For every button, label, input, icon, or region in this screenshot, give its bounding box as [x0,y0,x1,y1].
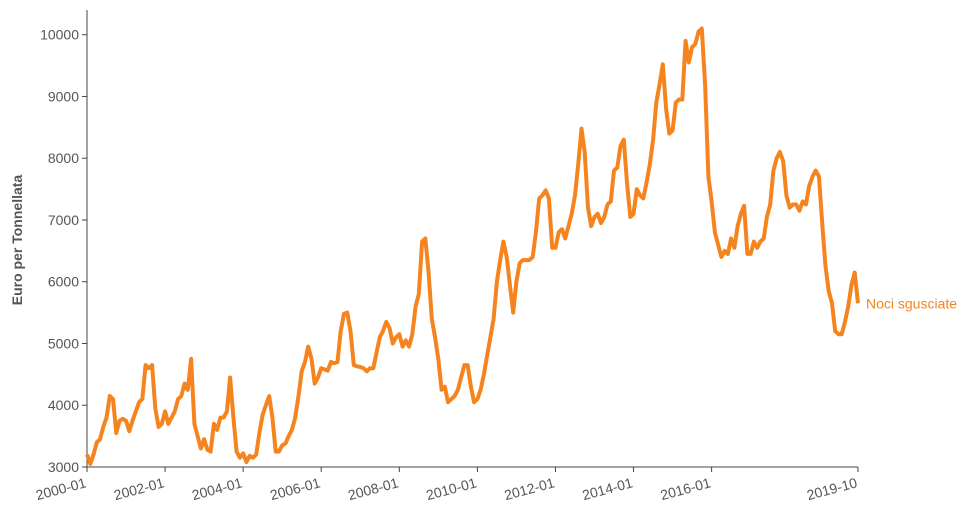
x-tick-label: 2006-01 [268,474,322,503]
x-tick-label: 2004-01 [190,474,244,503]
x-tick-label: 2008-01 [346,474,400,503]
x-tick-label: 2002-01 [112,474,166,503]
x-tick-label: 2000-01 [34,474,88,503]
y-tick-label: 7000 [48,212,79,228]
y-tick-label: 9000 [48,88,79,104]
line [85,26,860,466]
y-tick-label: 4000 [48,397,79,413]
y-tick-label: 10000 [40,27,79,43]
x-tick-label: 2010-01 [424,474,478,503]
y-tick-label: 6000 [48,274,79,290]
x-tick-label: 2014-01 [581,474,635,503]
x-tick-label: 2012-01 [502,474,556,503]
y-tick-label: 3000 [48,459,79,475]
y-tick-label: 8000 [48,150,79,166]
y-axis-title: Euro per Tonnellata [9,175,25,306]
x-tick-label: 2019-10 [805,474,859,503]
series-label: Noci sgusciate [866,295,957,311]
y-tick-label: 5000 [48,335,79,351]
x-tick-label: 2016-01 [659,474,713,503]
